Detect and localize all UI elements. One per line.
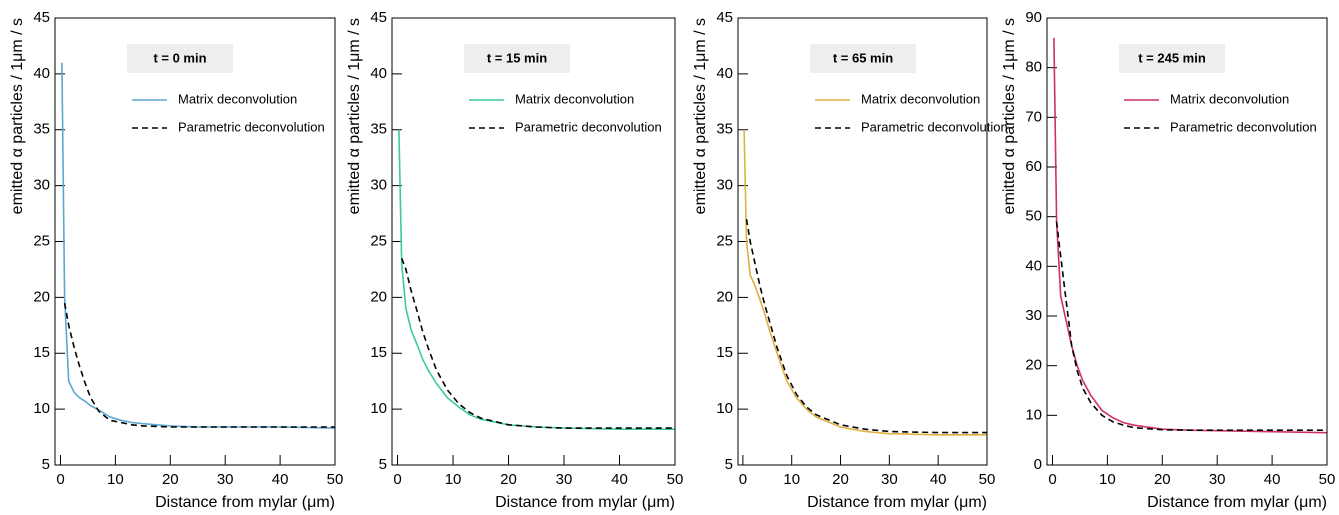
x-tick-label: 30 [217, 471, 234, 488]
x-tick-label: 0 [393, 471, 401, 488]
legend-label: Matrix deconvolution [178, 91, 297, 106]
x-axis-label: Distance from mylar (μm) [1147, 494, 1327, 511]
legend-label: Matrix deconvolution [861, 91, 980, 106]
y-tick-label: 5 [42, 456, 50, 473]
plot-frame [54, 17, 336, 466]
y-tick-label: 15 [370, 344, 387, 361]
plot-frame [1046, 17, 1328, 466]
y-tick-label: 40 [370, 65, 387, 82]
x-tick-label: 10 [107, 471, 124, 488]
y-tick-label: 30 [1025, 307, 1042, 324]
legend-label: Parametric deconvolution [178, 119, 325, 134]
x-axis-label: Distance from mylar (μm) [495, 494, 675, 511]
y-tick-label: 10 [370, 400, 387, 417]
series-line [400, 258, 675, 429]
legend-label: Parametric deconvolution [861, 119, 1008, 134]
x-tick-label: 0 [1048, 471, 1056, 488]
y-tick-label: 25 [716, 232, 733, 249]
y-tick-label: 5 [725, 456, 733, 473]
x-tick-label: 20 [1154, 471, 1171, 488]
y-tick-label: 10 [716, 400, 733, 417]
y-tick-label: 15 [716, 344, 733, 361]
y-tick-label: 35 [370, 121, 387, 138]
panel-title: t = 15 min [487, 50, 547, 65]
series-line [745, 218, 987, 434]
y-tick-label: 40 [33, 65, 50, 82]
x-tick-label: 50 [979, 471, 996, 488]
y-tick-label: 30 [33, 177, 50, 194]
y-tick-label: 45 [370, 9, 387, 26]
x-tick-label: 20 [162, 471, 179, 488]
y-tick-label: 35 [33, 121, 50, 138]
x-tick-label: 50 [327, 471, 344, 488]
y-tick-label: 80 [1025, 59, 1042, 76]
x-axis-label: Distance from mylar (μm) [807, 494, 987, 511]
x-tick-label: 10 [1099, 471, 1116, 488]
series-line [743, 129, 987, 436]
title-box [810, 44, 916, 73]
y-tick-label: 90 [1025, 9, 1042, 26]
x-tick-label: 10 [445, 471, 462, 488]
title-box [127, 44, 233, 73]
x-tick-label: 40 [611, 471, 628, 488]
y-tick-label: 45 [716, 9, 733, 26]
x-tick-label: 40 [272, 471, 289, 488]
plot-frame [737, 17, 988, 466]
x-tick-label: 40 [930, 471, 947, 488]
series-line [1055, 221, 1327, 431]
y-tick-label: 15 [33, 344, 50, 361]
y-tick-label: 60 [1025, 158, 1042, 175]
x-tick-label: 50 [1319, 471, 1336, 488]
x-tick-label: 0 [739, 471, 747, 488]
legend-label: Parametric deconvolution [1170, 119, 1317, 134]
y-tick-label: 10 [1025, 406, 1042, 423]
y-tick-label: 30 [716, 177, 733, 194]
y-axis-label: emitted α particles / 1μm / s [346, 18, 363, 214]
x-tick-label: 40 [1264, 471, 1281, 488]
x-tick-label: 0 [56, 471, 64, 488]
panel-title: t = 245 min [1138, 50, 1206, 65]
panel-title: t = 0 min [153, 50, 206, 65]
y-tick-label: 40 [716, 65, 733, 82]
y-tick-label: 5 [379, 456, 387, 473]
y-axis-label: emitted α particles / 1μm / s [9, 18, 26, 214]
y-tick-label: 45 [33, 9, 50, 26]
x-tick-label: 30 [881, 471, 898, 488]
y-tick-label: 25 [370, 232, 387, 249]
y-tick-label: 35 [716, 121, 733, 138]
x-tick-label: 20 [832, 471, 849, 488]
y-tick-label: 20 [716, 288, 733, 305]
y-tick-label: 30 [370, 177, 387, 194]
y-tick-label: 20 [370, 288, 387, 305]
series-line [63, 302, 335, 428]
y-axis-label: emitted α particles / 1μm / s [692, 18, 709, 214]
y-axis-label: emitted α particles / 1μm / s [1001, 18, 1018, 214]
title-box [464, 44, 570, 73]
y-tick-label: 50 [1025, 208, 1042, 225]
y-tick-label: 10 [33, 400, 50, 417]
y-tick-label: 0 [1034, 456, 1042, 473]
x-tick-label: 30 [1209, 471, 1226, 488]
y-tick-label: 40 [1025, 257, 1042, 274]
plot-frame [391, 17, 676, 466]
x-tick-label: 30 [556, 471, 573, 488]
legend-label: Parametric deconvolution [515, 119, 662, 134]
series-line [61, 62, 336, 429]
x-tick-label: 10 [783, 471, 800, 488]
y-tick-label: 25 [33, 232, 50, 249]
y-tick-label: 20 [33, 288, 50, 305]
title-box [1119, 44, 1225, 73]
panel-title: t = 65 min [833, 50, 893, 65]
legend-label: Matrix deconvolution [515, 91, 634, 106]
legend-label: Matrix deconvolution [1170, 91, 1289, 106]
series-line [398, 129, 675, 430]
x-tick-label: 20 [500, 471, 517, 488]
x-axis-label: Distance from mylar (μm) [155, 494, 335, 511]
y-tick-label: 20 [1025, 357, 1042, 374]
x-tick-label: 50 [667, 471, 684, 488]
y-tick-label: 70 [1025, 108, 1042, 125]
